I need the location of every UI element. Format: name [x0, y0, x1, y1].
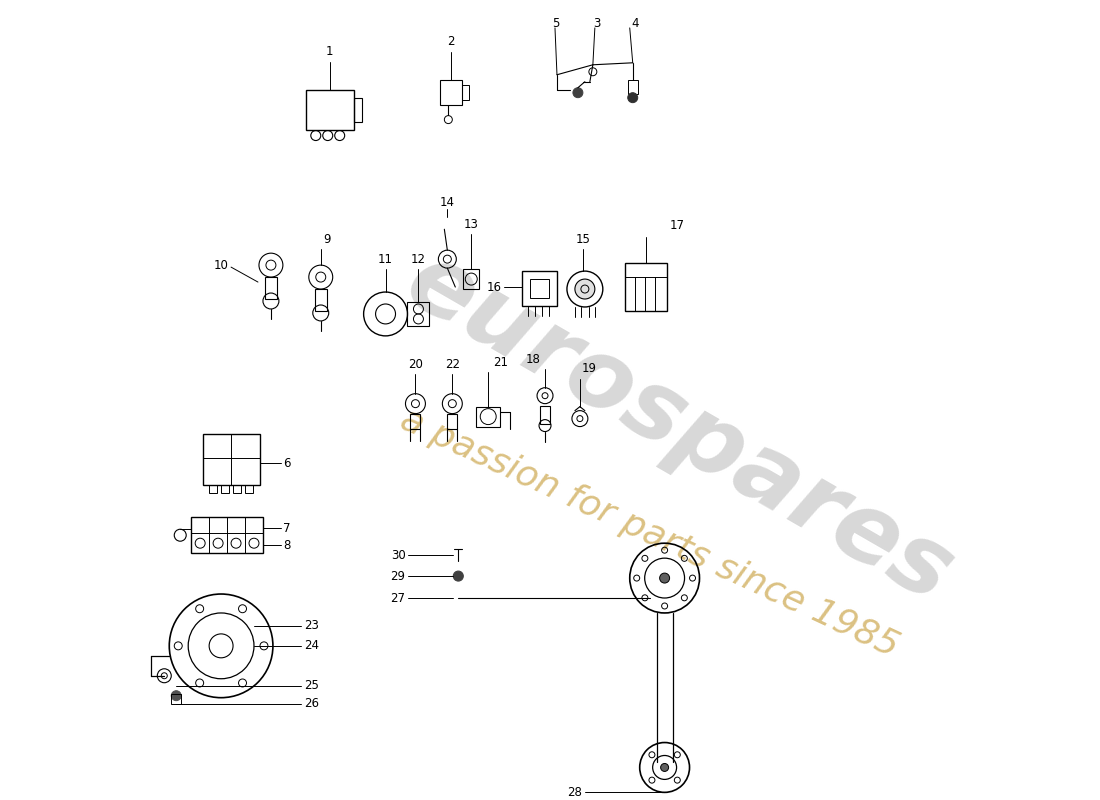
- Bar: [522, 271, 557, 306]
- Text: 20: 20: [408, 358, 422, 370]
- Bar: [172, 694, 182, 704]
- Text: 6: 6: [283, 457, 290, 470]
- Text: 14: 14: [440, 196, 454, 210]
- Circle shape: [575, 279, 595, 299]
- Text: 29: 29: [390, 570, 406, 582]
- Text: 30: 30: [390, 549, 406, 562]
- Text: 2: 2: [448, 35, 455, 48]
- Bar: [221, 486, 229, 494]
- Text: 26: 26: [304, 697, 319, 710]
- Bar: [233, 486, 241, 494]
- Circle shape: [316, 272, 326, 282]
- Text: 28: 28: [566, 786, 582, 799]
- Text: 8: 8: [283, 538, 290, 552]
- Text: 16: 16: [487, 281, 503, 294]
- Text: 22: 22: [444, 358, 460, 370]
- Text: 12: 12: [411, 253, 426, 266]
- Bar: [625, 263, 667, 311]
- Bar: [440, 80, 462, 105]
- Circle shape: [660, 573, 670, 583]
- Bar: [410, 414, 420, 429]
- Bar: [245, 486, 253, 494]
- Bar: [354, 98, 362, 122]
- Bar: [463, 269, 480, 289]
- Text: 27: 27: [390, 591, 406, 605]
- Text: 5: 5: [552, 18, 560, 30]
- Bar: [448, 414, 458, 429]
- Text: 7: 7: [283, 522, 290, 534]
- Text: 17: 17: [670, 219, 684, 232]
- Bar: [315, 289, 327, 311]
- Text: 25: 25: [304, 679, 319, 692]
- Text: 4: 4: [631, 18, 638, 30]
- Bar: [265, 277, 277, 299]
- Bar: [306, 90, 354, 130]
- Text: 24: 24: [304, 639, 319, 652]
- Bar: [628, 80, 638, 94]
- Circle shape: [661, 763, 669, 771]
- Text: 1: 1: [326, 45, 333, 58]
- Circle shape: [628, 93, 638, 102]
- Text: 13: 13: [464, 218, 478, 231]
- Text: 15: 15: [575, 233, 591, 246]
- Text: a passion for parts since 1985: a passion for parts since 1985: [395, 402, 904, 664]
- Text: 18: 18: [526, 353, 541, 366]
- Bar: [462, 85, 470, 100]
- Bar: [204, 434, 260, 486]
- Text: 3: 3: [593, 18, 601, 30]
- Circle shape: [453, 571, 463, 581]
- Text: 21: 21: [493, 356, 508, 369]
- Bar: [540, 406, 550, 423]
- Text: 9: 9: [322, 233, 330, 246]
- Bar: [530, 279, 549, 298]
- Text: 23: 23: [304, 619, 319, 633]
- Circle shape: [266, 260, 276, 270]
- Bar: [476, 406, 501, 426]
- Bar: [407, 302, 429, 326]
- Bar: [191, 518, 263, 553]
- Text: eurospares: eurospares: [390, 234, 969, 622]
- Circle shape: [172, 690, 182, 701]
- Bar: [209, 486, 217, 494]
- Text: 10: 10: [213, 258, 228, 272]
- Text: 19: 19: [582, 362, 597, 374]
- Text: 11: 11: [378, 253, 393, 266]
- Circle shape: [573, 88, 583, 98]
